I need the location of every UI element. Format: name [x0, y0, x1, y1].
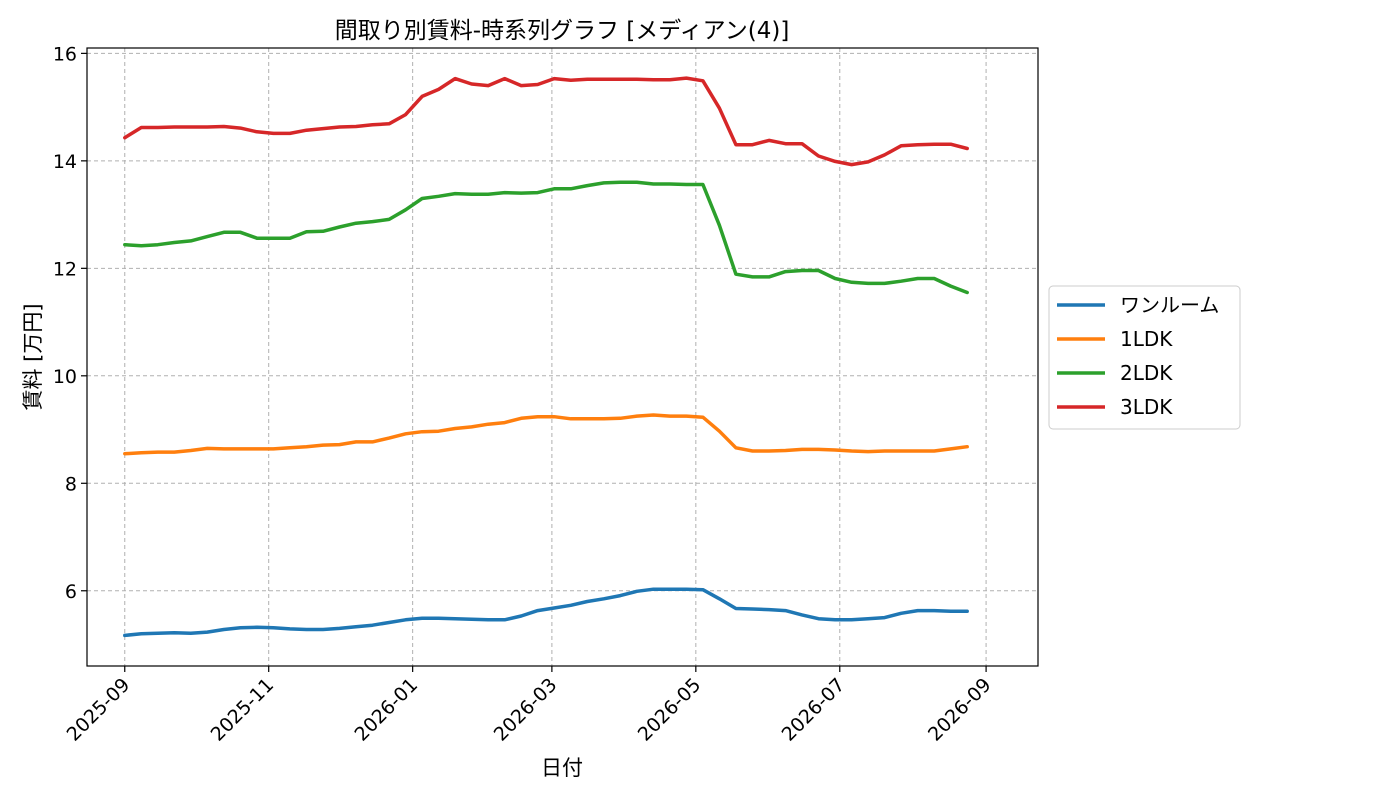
- y-tick-label: 6: [65, 581, 77, 603]
- legend-box: [1048, 285, 1241, 430]
- series-line-3: [123, 76, 969, 167]
- series-line-0: [123, 587, 969, 638]
- series-line-2: [123, 180, 969, 295]
- y-tick-label: 10: [53, 366, 77, 388]
- x-axis-label: 日付: [541, 756, 583, 780]
- legend: ワンルーム 1LDK 2LDK 3LDK: [1048, 285, 1241, 430]
- legend-label-0: ワンルーム: [1120, 293, 1219, 317]
- legend-label-3: 3LDK: [1120, 395, 1173, 419]
- y-axis-label: 賃料 [万円]: [21, 303, 45, 410]
- chart-title: 間取り別賃料-時系列グラフ [メディアン(4)]: [335, 18, 790, 44]
- y-tick-label: 12: [53, 258, 77, 280]
- y-tick-label: 14: [53, 151, 77, 173]
- y-tick-label: 16: [53, 43, 77, 65]
- legend-label-1: 1LDK: [1120, 327, 1173, 351]
- series-line-1: [123, 413, 969, 456]
- y-tick-label: 8: [65, 473, 77, 495]
- plot-frame: [86, 47, 1039, 667]
- legend-label-2: 2LDK: [1120, 361, 1173, 385]
